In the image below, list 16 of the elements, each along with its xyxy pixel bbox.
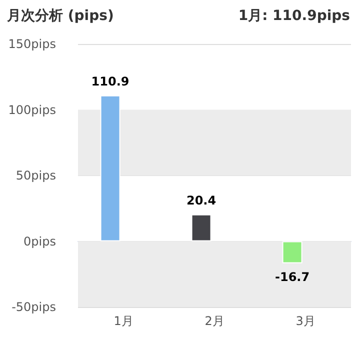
y-tick-label: 100pips [8, 102, 56, 117]
y-tick-label: -50pips [12, 300, 56, 314]
data-label: -16.7 [274, 270, 310, 284]
bar [191, 214, 212, 242]
data-label: 20.4 [186, 193, 216, 208]
bar [100, 95, 120, 242]
x-tick-label: 2月 [204, 314, 224, 328]
y-tick-label: 150pips [8, 37, 56, 51]
y-tick-label: 0pips [24, 234, 56, 248]
chart-subtitle: 1月: 110.9pips [238, 8, 350, 24]
chart-title: 月次分析 (pips) [6, 8, 114, 24]
x-tick-label: 1月 [114, 314, 134, 328]
data-label: 110.9 [91, 74, 130, 88]
x-tick-label: 3月 [296, 314, 316, 328]
y-tick-label: 50pips [16, 168, 56, 182]
bar [282, 241, 302, 264]
